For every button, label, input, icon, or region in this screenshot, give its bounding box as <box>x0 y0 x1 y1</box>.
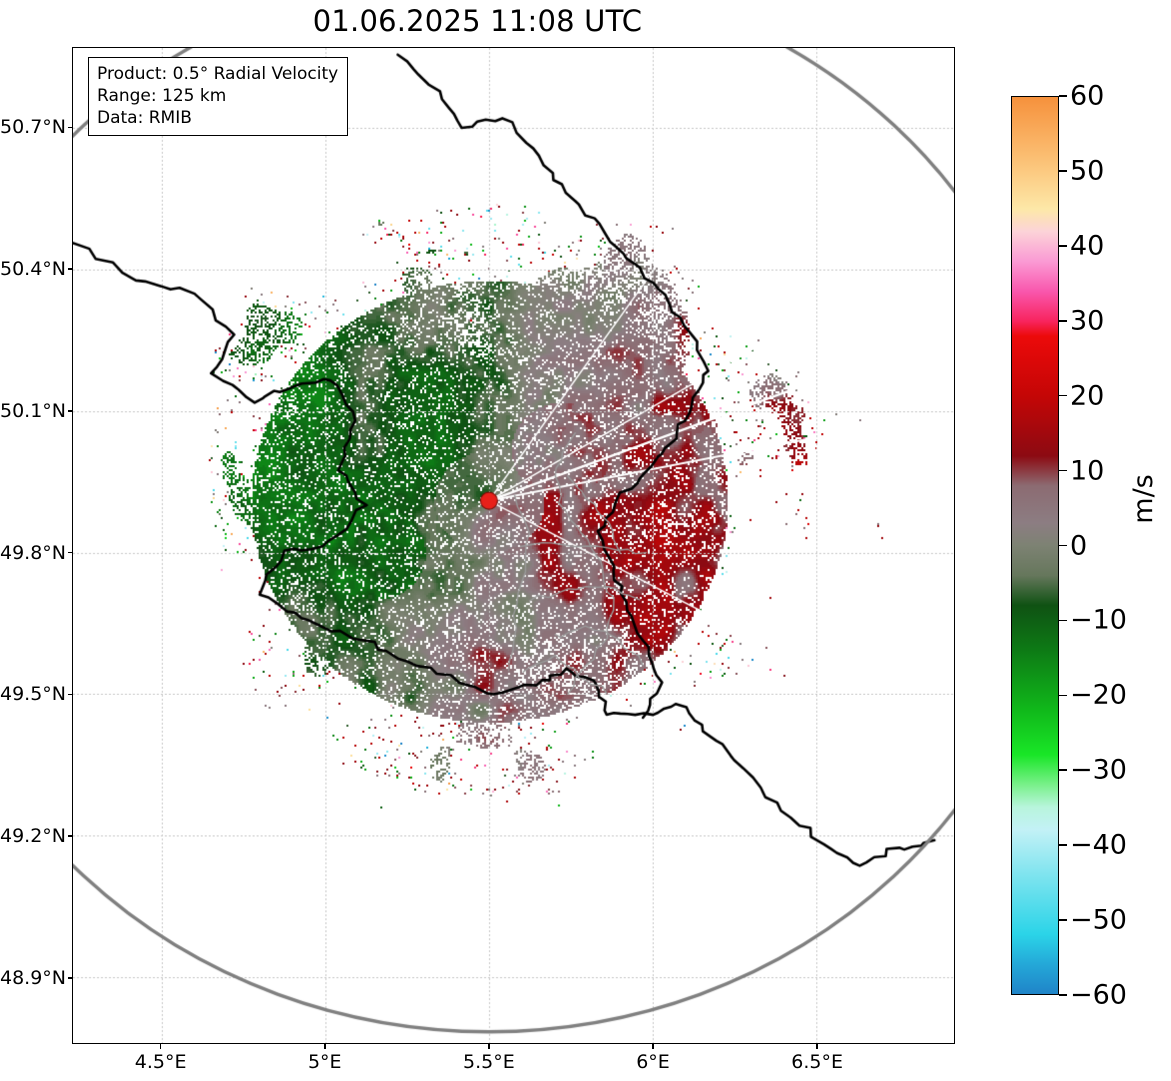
colorbar-tick-label: 10 <box>1070 455 1105 487</box>
colorbar-tick-mark <box>1059 544 1067 547</box>
colorbar-tick-mark <box>1059 245 1067 247</box>
page-title: 01.06.2025 11:08 UTC <box>312 4 643 38</box>
colorbar-tick-mark <box>1059 844 1067 846</box>
product-info-box: Product: 0.5° Radial Velocity Range: 125… <box>88 57 349 136</box>
y-axis-tick-mark <box>68 268 73 270</box>
y-axis-tick-mark <box>68 835 73 837</box>
y-axis-tick-label: 50.7°N <box>0 116 67 139</box>
x-axis-tick-label: 5°E <box>307 1051 342 1073</box>
colorbar-tick-mark <box>1059 394 1067 397</box>
colorbar-tick-label: 40 <box>1070 230 1105 262</box>
y-axis-tick-mark <box>68 693 73 696</box>
velocity-colorbar[interactable] <box>1011 96 1059 995</box>
info-data-source: Data: RMIB <box>97 108 192 128</box>
colorbar-tick-label: 50 <box>1070 155 1105 187</box>
x-axis-tick-mark <box>323 1044 326 1049</box>
colorbar-tick-label: −30 <box>1070 754 1127 786</box>
colorbar-unit-label: m/s <box>1128 474 1159 524</box>
colorbar-tick-label: −10 <box>1070 604 1127 636</box>
colorbar-tick-mark <box>1059 694 1067 697</box>
info-product: Product: 0.5° Radial Velocity <box>97 64 339 84</box>
colorbar-tick-mark <box>1059 619 1067 622</box>
colorbar-tick-mark <box>1059 170 1067 172</box>
x-axis-tick-label: 4.5°E <box>134 1051 187 1073</box>
y-axis-tick-label: 50.1°N <box>0 399 67 422</box>
y-axis-tick-mark <box>68 977 73 979</box>
colorbar-tick-label: 0 <box>1070 530 1088 561</box>
colorbar-tick-mark <box>1059 469 1067 472</box>
y-axis-tick-label: 49.2°N <box>0 825 67 848</box>
radar-velocity-map-canvas[interactable] <box>73 48 954 1043</box>
colorbar-tick-label: −20 <box>1070 679 1127 711</box>
radar-plot-panel[interactable] <box>72 47 955 1044</box>
colorbar-tick-label: 30 <box>1070 305 1105 337</box>
colorbar-tick-mark <box>1059 95 1067 97</box>
y-axis-tick-label: 49.8°N <box>0 541 67 564</box>
colorbar-tick-mark <box>1059 994 1067 996</box>
colorbar-gradient <box>1012 97 1058 994</box>
x-axis-tick-mark <box>488 1044 490 1049</box>
x-axis-tick-label: 5.5°E <box>463 1051 515 1073</box>
x-axis-tick-label: 6.5°E <box>791 1051 843 1073</box>
colorbar-tick-label: −50 <box>1070 904 1127 936</box>
y-axis-tick-label: 49.5°N <box>0 683 67 706</box>
colorbar-tick-mark <box>1059 769 1067 772</box>
y-axis-tick-mark <box>68 410 73 412</box>
x-axis-tick-mark <box>816 1044 818 1049</box>
colorbar-tick-label: 60 <box>1070 80 1105 112</box>
y-axis-tick-mark <box>68 126 73 129</box>
colorbar-tick-mark <box>1059 919 1067 921</box>
y-axis-tick-label: 48.9°N <box>0 966 67 989</box>
colorbar-tick-label: −40 <box>1070 829 1127 861</box>
y-axis-tick-mark <box>68 551 73 554</box>
y-axis-tick-label: 50.4°N <box>0 258 67 281</box>
colorbar-tick-mark <box>1059 319 1067 322</box>
info-range: Range: 125 km <box>97 86 227 106</box>
colorbar-tick-label: −60 <box>1070 979 1127 1011</box>
x-axis-tick-mark <box>652 1044 654 1049</box>
x-axis-tick-mark <box>159 1044 162 1049</box>
x-axis-tick-label: 6°E <box>636 1051 670 1073</box>
colorbar-tick-label: 20 <box>1070 380 1105 412</box>
